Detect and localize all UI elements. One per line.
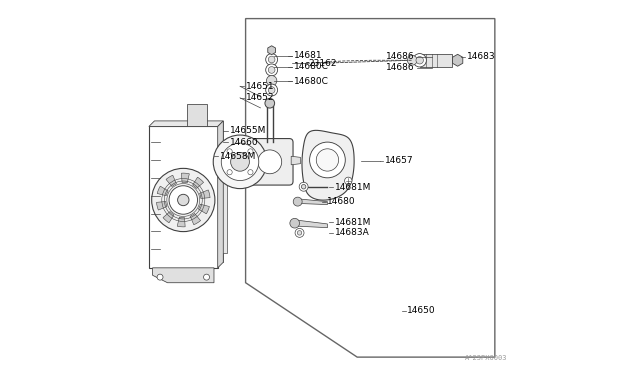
Text: A^23PX0003: A^23PX0003 [465,355,508,361]
Circle shape [290,218,300,228]
Wedge shape [193,177,204,189]
Polygon shape [152,268,214,283]
Text: 14686: 14686 [386,63,415,72]
Text: 14681M: 14681M [335,218,371,227]
Circle shape [266,64,278,76]
Polygon shape [218,121,223,268]
Text: 14683A: 14683A [335,228,370,237]
Circle shape [268,56,275,63]
Polygon shape [149,121,223,126]
Wedge shape [190,214,200,225]
Polygon shape [296,220,328,228]
Circle shape [268,67,275,73]
Circle shape [413,54,426,67]
Circle shape [301,185,306,189]
Text: 14651: 14651 [246,82,275,91]
Polygon shape [291,156,300,165]
Circle shape [177,194,189,206]
Circle shape [310,142,346,178]
Wedge shape [157,186,168,196]
Circle shape [266,54,278,65]
Circle shape [169,186,198,214]
Circle shape [248,149,253,154]
Wedge shape [200,190,210,198]
Wedge shape [177,217,185,227]
Circle shape [293,197,302,206]
Bar [420,54,452,67]
Circle shape [266,76,277,86]
Circle shape [316,149,339,171]
Wedge shape [181,173,189,183]
Text: 14680: 14680 [328,197,356,206]
Wedge shape [198,204,209,214]
FancyBboxPatch shape [246,139,293,185]
Polygon shape [302,130,354,200]
Text: 14681: 14681 [294,51,323,60]
Bar [149,126,218,268]
Text: 14680C: 14680C [294,62,329,71]
Polygon shape [452,54,463,66]
Circle shape [221,143,259,180]
Circle shape [227,170,232,175]
Text: 14660: 14660 [230,138,258,147]
Circle shape [266,84,278,96]
Circle shape [298,231,302,235]
Polygon shape [298,199,328,205]
Text: 14655M: 14655M [230,126,266,135]
Circle shape [416,57,424,64]
Text: 14683: 14683 [467,52,495,61]
Bar [218,141,227,253]
Circle shape [258,150,282,174]
Circle shape [157,274,163,280]
Text: 14650: 14650 [408,306,436,315]
Circle shape [295,228,304,237]
Circle shape [204,274,209,280]
Circle shape [227,149,232,154]
Circle shape [299,182,308,191]
Text: 14652: 14652 [246,93,275,102]
Text: 14681M: 14681M [335,183,371,192]
Circle shape [265,99,275,108]
Circle shape [268,87,275,93]
Circle shape [408,55,417,65]
Circle shape [344,177,352,185]
Text: 14658M: 14658M [220,152,257,161]
Wedge shape [157,202,167,210]
Wedge shape [166,175,177,186]
Circle shape [213,135,267,189]
Text: 23162: 23162 [309,59,337,68]
Circle shape [230,153,250,171]
Circle shape [152,169,215,232]
Wedge shape [163,212,174,223]
Text: 14657: 14657 [385,156,413,165]
Circle shape [248,170,253,175]
Polygon shape [268,46,275,55]
Text: 14686: 14686 [386,52,415,61]
Text: 14680C: 14680C [294,77,329,86]
Polygon shape [187,104,207,126]
